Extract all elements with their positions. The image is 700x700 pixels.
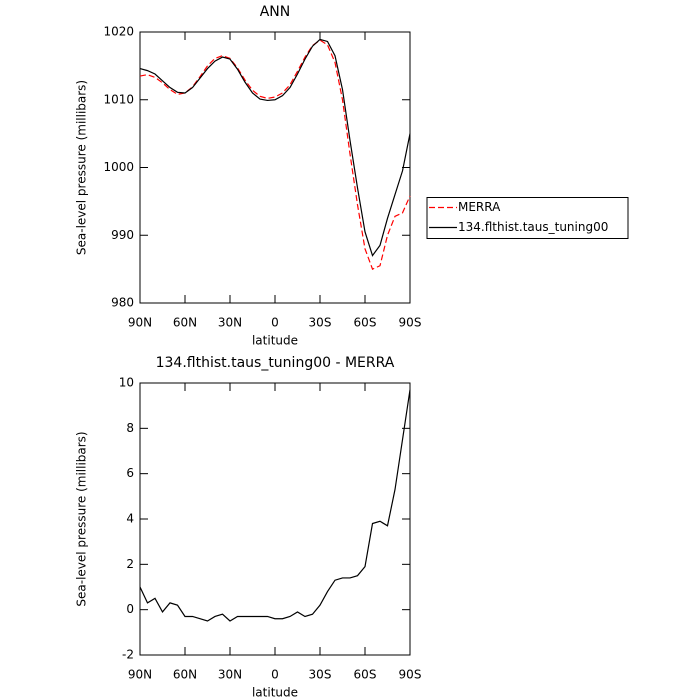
y-axis-label: Sea-level pressure (millibars) xyxy=(75,431,89,606)
y-axis-label: Sea-level pressure (millibars) xyxy=(75,80,89,255)
y-tick-label: 980 xyxy=(111,296,134,310)
y-tick-label: 1010 xyxy=(103,92,134,106)
x-tick-label: 30N xyxy=(218,316,242,330)
y-tick-label: 10 xyxy=(119,376,134,390)
plot-frame xyxy=(139,382,411,656)
x-tick-label: 90N xyxy=(128,316,152,330)
y-tick-label: 4 xyxy=(126,512,134,526)
x-tick-label: 30S xyxy=(309,668,332,682)
x-axis-label: latitude xyxy=(252,686,298,700)
x-tick-label: 30S xyxy=(309,316,332,330)
chart-title: 134.flthist.taus_tuning00 - MERRA xyxy=(156,355,395,371)
x-tick-label: 0 xyxy=(271,668,279,682)
x-tick-label: 0 xyxy=(271,316,279,330)
x-tick-label: 90S xyxy=(399,316,422,330)
y-tick-label: 8 xyxy=(126,421,134,435)
x-tick-label: 90S xyxy=(399,668,422,682)
x-tick-label: 60S xyxy=(354,668,377,682)
data-line xyxy=(139,38,411,257)
y-tick-label: 2 xyxy=(126,557,134,571)
x-tick-label: 60N xyxy=(173,316,197,330)
x-axis-label: latitude xyxy=(252,334,298,348)
x-tick-label: 60N xyxy=(173,668,197,682)
y-tick-label: 1020 xyxy=(103,25,134,39)
legend-box xyxy=(426,197,629,239)
y-tick-label: 990 xyxy=(111,228,134,242)
y-tick-label: 0 xyxy=(126,602,134,616)
y-tick-label: 6 xyxy=(126,466,134,480)
legend-label: MERRA xyxy=(458,200,501,214)
x-tick-label: 60S xyxy=(354,316,377,330)
data-line xyxy=(139,39,411,270)
y-tick-label: 1000 xyxy=(103,160,134,174)
data-line xyxy=(139,389,411,622)
x-tick-label: 30N xyxy=(218,668,242,682)
y-tick-label: -2 xyxy=(122,648,134,662)
x-tick-label: 90N xyxy=(128,668,152,682)
legend-label: 134.flthist.taus_tuning00 xyxy=(458,220,608,234)
chart-title: ANN xyxy=(260,4,291,20)
